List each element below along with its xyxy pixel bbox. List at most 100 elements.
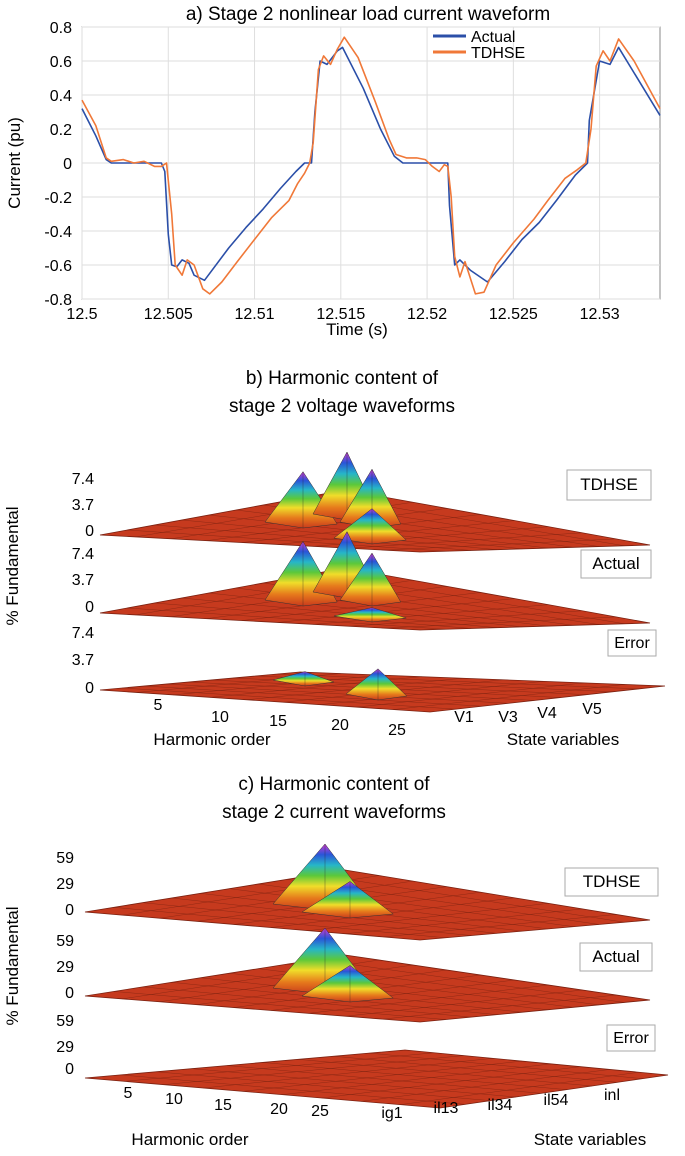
z-tick-label: 3.7 bbox=[72, 497, 94, 514]
panel-label-box-tdhse bbox=[564, 867, 659, 897]
mesh-line bbox=[348, 532, 583, 549]
chart-c-state-variable-ticks: ig1 il13 il34 il54 inl bbox=[381, 1087, 620, 1122]
chart-a-y-ticks: 0.8 0.6 0.4 0.2 0 -0.2 -0.4 -0.6 -0.8 bbox=[44, 20, 72, 309]
state-variable-tick-label: inl bbox=[604, 1087, 620, 1104]
state-variable-tick-label: ig1 bbox=[381, 1105, 402, 1122]
series-line-tdhse bbox=[81, 36, 661, 295]
chart-c-harmonic-ticks: 5 10 15 20 25 bbox=[124, 1085, 329, 1120]
chart-b-surfaces bbox=[99, 451, 666, 713]
mesh-line bbox=[298, 1059, 593, 1087]
legend-label-actual: Actual bbox=[471, 29, 515, 46]
y-tick-label: -0.4 bbox=[44, 224, 72, 241]
z-tick-label: 7.4 bbox=[72, 471, 94, 488]
z-tick-label: 59 bbox=[56, 933, 74, 950]
y-tick-label: -0.6 bbox=[44, 258, 72, 275]
harmonic-tick-label: 25 bbox=[311, 1103, 329, 1120]
mesh-line bbox=[173, 674, 382, 696]
surface-peak-h19 bbox=[339, 552, 402, 607]
mesh-line bbox=[120, 1074, 466, 1105]
mesh-line bbox=[156, 1071, 491, 1101]
mesh-line bbox=[313, 604, 549, 625]
chart-c-panel-labels: TDHSE Actual Error bbox=[564, 867, 659, 1052]
panel-label-box-error bbox=[607, 629, 657, 657]
chart-a-y-label: Current (pu) bbox=[5, 117, 24, 209]
series-line-actual bbox=[81, 46, 661, 283]
state-variable-tick-label: V3 bbox=[498, 709, 518, 726]
mesh-line bbox=[271, 979, 515, 1011]
chart-b-z-ticks: 7.4 3.7 0 7.4 3.7 0 7.4 3.7 0 bbox=[72, 471, 94, 697]
z-tick-label: 3.7 bbox=[72, 572, 94, 589]
x-tick-label: 12.5 bbox=[66, 306, 97, 323]
mesh-line bbox=[122, 687, 457, 710]
mesh-line bbox=[277, 673, 639, 690]
mesh-line bbox=[142, 902, 472, 936]
harmonic-tick-label: 20 bbox=[331, 717, 349, 734]
mesh-line bbox=[113, 991, 446, 1020]
panel-label-box-actual bbox=[580, 549, 652, 579]
chart-c-y-label: % Fundamental bbox=[3, 906, 22, 1025]
mesh-line bbox=[163, 1055, 464, 1085]
mesh-line bbox=[127, 529, 446, 552]
panel-label-box-error bbox=[606, 1024, 656, 1052]
mesh-line bbox=[242, 1060, 522, 1092]
state-variable-tick-label: V1 bbox=[454, 709, 474, 726]
y-tick-label: 0 bbox=[63, 156, 72, 173]
panel-label-tdhse: TDHSE bbox=[580, 475, 638, 494]
z-tick-label: 0 bbox=[65, 985, 74, 1002]
x-tick-label: 12.515 bbox=[316, 306, 365, 323]
x-tick-label: 12.52 bbox=[407, 306, 447, 323]
panel-label-box-tdhse bbox=[566, 469, 652, 501]
mesh-line bbox=[384, 538, 617, 551]
state-variable-tick-label: il54 bbox=[544, 1092, 569, 1109]
mesh-line bbox=[321, 1066, 581, 1099]
surface-peak-h21 bbox=[301, 881, 394, 919]
mesh-line bbox=[393, 684, 625, 710]
chart-c-z-ticks: 59 29 0 59 29 0 59 29 0 bbox=[56, 850, 74, 1078]
mesh-line bbox=[361, 1069, 610, 1102]
z-tick-label: 29 bbox=[56, 876, 74, 893]
mesh-line bbox=[345, 989, 583, 1017]
mesh-line bbox=[319, 681, 544, 705]
mesh-line bbox=[127, 607, 446, 630]
current-harmonic-chart: c) Harmonic content of stage 2 current w… bbox=[3, 774, 669, 1149]
mesh-line bbox=[384, 616, 617, 629]
mesh-line bbox=[382, 994, 617, 1020]
z-tick-label: 59 bbox=[56, 1013, 74, 1030]
surface-peak-h23 bbox=[333, 607, 407, 623]
chart-c-surfaces bbox=[84, 843, 669, 1109]
mesh-line bbox=[242, 592, 481, 621]
z-tick-label: 29 bbox=[56, 959, 74, 976]
mesh-line bbox=[271, 897, 515, 928]
y-tick-label: 0.6 bbox=[50, 54, 72, 71]
y-tick-label: 0.2 bbox=[50, 122, 72, 139]
mesh-line bbox=[333, 1055, 618, 1083]
surface-peak-h17 bbox=[272, 671, 334, 687]
state-variable-tick-label: il34 bbox=[488, 1097, 513, 1114]
mesh-line bbox=[348, 610, 583, 627]
harmonic-tick-label: 20 bbox=[270, 1101, 288, 1118]
voltage-harmonic-chart: b) Harmonic content of stage 2 voltage w… bbox=[3, 368, 666, 749]
chart-b-state-variable-ticks: V1 V3 V4 V5 bbox=[454, 701, 602, 726]
x-tick-label: 12.505 bbox=[144, 306, 193, 323]
mesh-line bbox=[124, 1052, 435, 1082]
current-waveform-chart: a) Stage 2 nonlinear load current wavefo… bbox=[5, 4, 661, 339]
mesh-line bbox=[142, 986, 472, 1018]
chart-c-title-line2: stage 2 current waveforms bbox=[222, 802, 446, 823]
chart-a-series bbox=[81, 36, 661, 295]
mesh-line bbox=[356, 682, 584, 708]
chart-b-panel-labels: TDHSE Actual Error bbox=[566, 469, 657, 657]
y-tick-label: -0.2 bbox=[44, 190, 72, 207]
z-tick-label: 0 bbox=[85, 599, 94, 616]
mesh-line bbox=[345, 908, 583, 935]
z-tick-label: 3.7 bbox=[72, 652, 94, 669]
mesh-line bbox=[308, 903, 549, 931]
panel-label-actual: Actual bbox=[592, 554, 639, 573]
mesh-line bbox=[282, 1063, 552, 1095]
chart-b-harmonic-ticks: 5 10 15 20 25 bbox=[154, 697, 406, 739]
chart-b-y-label: % Fundamental bbox=[3, 506, 22, 625]
y-tick-label: -0.8 bbox=[44, 292, 72, 309]
mesh-line bbox=[113, 907, 446, 939]
chart-a-x-label: Time (s) bbox=[326, 320, 388, 339]
surface-peak-h23 bbox=[333, 508, 407, 545]
mesh-line bbox=[154, 524, 472, 551]
